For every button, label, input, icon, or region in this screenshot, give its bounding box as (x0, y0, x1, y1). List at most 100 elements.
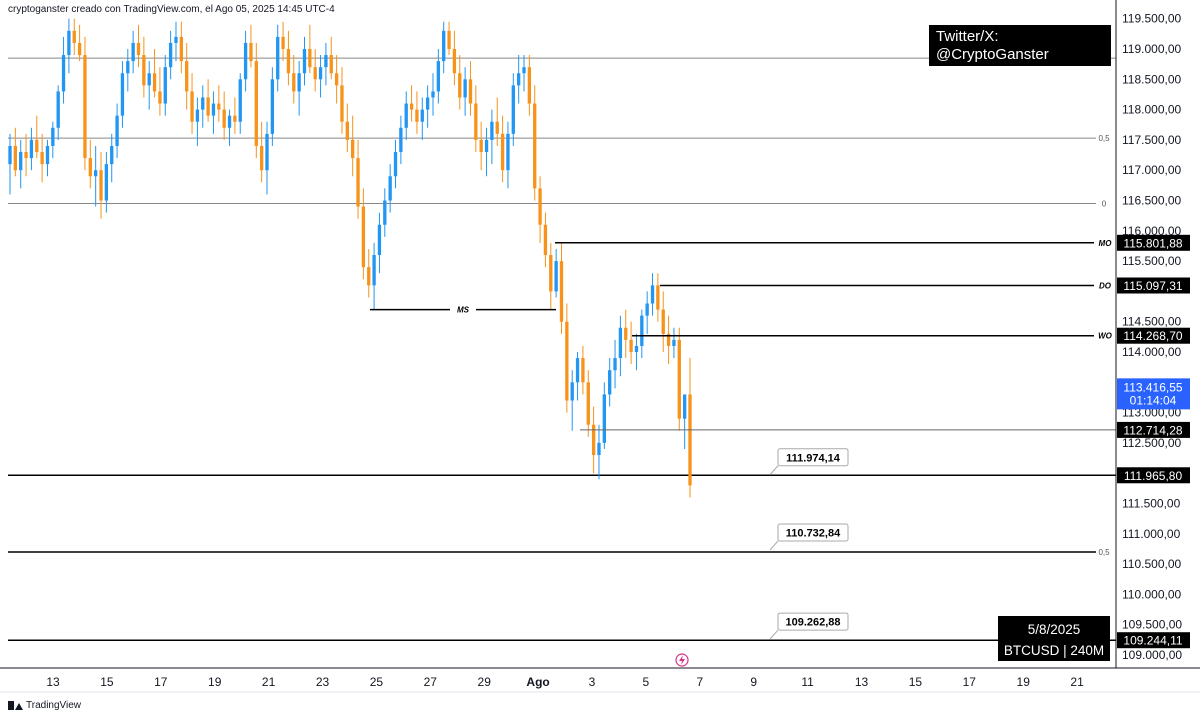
candle-body (527, 67, 532, 104)
symbol-timeframe: BTCUSD | 240M (1003, 643, 1105, 658)
candle (243, 30, 248, 92)
callout-price: 111.974,14 (786, 452, 841, 464)
candle (666, 315, 671, 365)
candle (83, 36, 87, 171)
price-tick: 112.500,00 (1122, 436, 1181, 450)
candle (452, 30, 457, 86)
time-axis: 13 15 17 19 21 23 25 27 29 Ago 3 5 7 9 11 13 15 17 19 21 (0, 653, 1200, 693)
candle-body (634, 345, 639, 352)
candle-body (104, 164, 109, 201)
candle-body (281, 36, 285, 49)
price-label-bg (1117, 234, 1190, 251)
candle-body (570, 382, 574, 401)
candle-body (286, 49, 291, 74)
candle (104, 152, 109, 213)
candle-body (334, 73, 339, 86)
candle-body (142, 55, 146, 86)
date-tick: 11 (801, 675, 814, 689)
tradingview-logo[interactable]: TradingView (8, 700, 81, 711)
candle-body (586, 382, 590, 425)
candle-body (217, 103, 221, 110)
candle (61, 36, 66, 104)
fib-level-label: 0,5 (1098, 134, 1110, 143)
annotations: MO DO WO MS 111.974,14 110.732,84 109.262,88 (370, 239, 1116, 640)
date-tick: 13 (46, 675, 60, 689)
candle-body (383, 200, 387, 225)
candle (110, 133, 114, 183)
candle-body (206, 97, 210, 116)
candle-body (265, 133, 269, 171)
candle (334, 55, 339, 104)
candle-body (538, 188, 542, 225)
candle (409, 85, 414, 122)
candle (436, 49, 441, 104)
candle (56, 85, 60, 140)
date-tick: 17 (154, 675, 168, 689)
date-tick: 27 (424, 675, 438, 689)
candle (227, 109, 232, 146)
candle (254, 42, 258, 159)
current-price-bg (1117, 378, 1190, 410)
candle (201, 85, 205, 128)
date-tick: 5 (643, 675, 650, 689)
candle (581, 345, 585, 395)
candle-body (629, 339, 633, 352)
candle-body (511, 85, 515, 134)
date-tick: 9 (750, 675, 757, 689)
candle (522, 55, 526, 92)
price-tick: 117.500,00 (1122, 133, 1181, 147)
candle (249, 24, 253, 68)
date-tick: 7 (696, 675, 703, 689)
candle (608, 358, 612, 407)
candle-body (351, 139, 355, 159)
candle (8, 133, 12, 195)
candle-body (45, 145, 50, 165)
date-tick: 17 (963, 675, 977, 689)
target-callout: 110.732,84 (769, 523, 849, 551)
price-tick: 114.000,00 (1122, 345, 1181, 359)
candle-body (688, 394, 692, 486)
candle (276, 24, 280, 92)
candle-body (436, 61, 441, 92)
candle (404, 91, 408, 140)
candle-body (179, 36, 183, 62)
callout-box (777, 523, 849, 542)
candle-body (77, 42, 82, 56)
candle (490, 109, 494, 165)
price-tick: 117.000,00 (1122, 163, 1181, 177)
candle-body (624, 327, 628, 340)
candle-body (468, 79, 473, 104)
candle (533, 85, 537, 201)
candle-body (238, 79, 242, 122)
candle (672, 327, 676, 359)
candle-body (479, 139, 483, 153)
candle (543, 212, 548, 268)
candle (570, 370, 574, 431)
candle-body (313, 67, 317, 80)
candle (383, 188, 387, 237)
price-tick: 111.500,00 (1122, 497, 1181, 511)
candle (270, 67, 275, 146)
current-price-label: 113.416,55 (1123, 380, 1182, 394)
date-tick: 19 (1017, 675, 1031, 689)
candle (506, 121, 510, 189)
candle-body (388, 176, 392, 201)
candle (340, 67, 344, 134)
candle (302, 36, 307, 86)
ms-label: MS (457, 306, 470, 315)
candle (645, 291, 649, 334)
candle-body (442, 30, 446, 62)
candle (640, 309, 644, 359)
candle-body (61, 55, 66, 92)
price-label-bg (1117, 632, 1190, 649)
candle-body (259, 145, 264, 171)
price-tick: 114.500,00 (1122, 315, 1181, 329)
snapshot-date: 5/8/2025 (1027, 622, 1081, 637)
candle (377, 212, 382, 274)
countdown-label: 01:14:04 (1130, 393, 1177, 407)
date-tick: 25 (370, 675, 384, 689)
candle-body (367, 267, 371, 286)
candle (656, 273, 660, 322)
candle (356, 139, 360, 219)
